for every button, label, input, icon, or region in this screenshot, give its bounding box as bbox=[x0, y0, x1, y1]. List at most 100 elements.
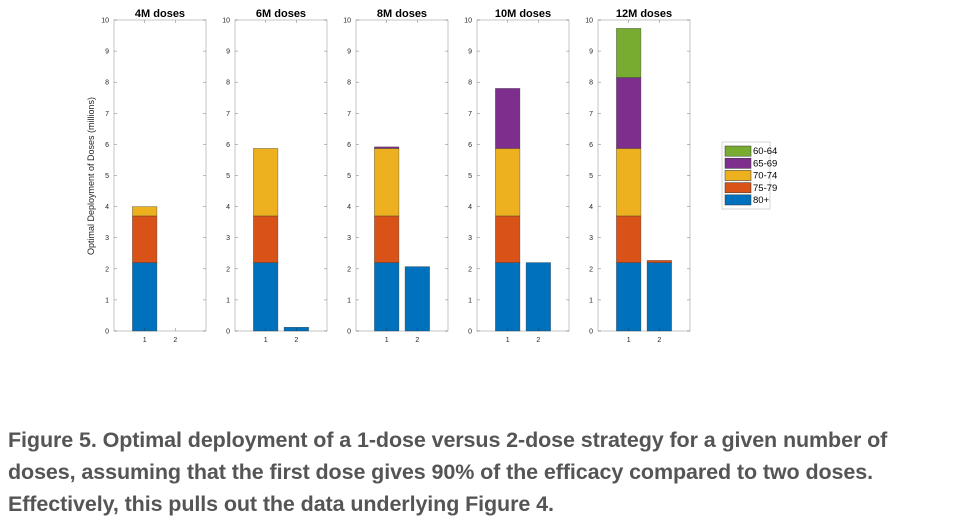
axes-box bbox=[476, 19, 570, 332]
y-tick-label: 1 bbox=[468, 297, 472, 304]
panel-12m-doses: 12M doses 0 1 2 3 4 5 6 7 8 9 10 1 2 bbox=[585, 8, 691, 344]
bar-segment-80plus bbox=[404, 266, 430, 332]
panel-10m-doses: 10M doses 0 1 2 3 4 5 6 7 8 9 10 1 2 bbox=[464, 8, 570, 344]
panel-8m-doses: 8M doses 0 1 2 3 4 5 6 7 8 9 10 1 2 bbox=[343, 8, 449, 344]
bar-segment-80plus bbox=[495, 262, 521, 332]
figure-caption: Figure 5. Optimal deployment of a 1-dose… bbox=[8, 428, 888, 516]
y-tick-label: 0 bbox=[347, 329, 351, 336]
x-tick-label: 2 bbox=[657, 337, 661, 344]
legend-label: 80+ bbox=[753, 195, 770, 206]
y-tick-label: 2 bbox=[589, 266, 593, 273]
y-tick-label: 9 bbox=[226, 49, 230, 56]
y-tick-label: 0 bbox=[105, 329, 109, 336]
y-tick-label: 7 bbox=[347, 111, 351, 118]
legend-swatch bbox=[724, 194, 752, 206]
y-tick-label: 5 bbox=[468, 173, 472, 180]
y-tick-label: 3 bbox=[226, 235, 230, 242]
y-tick-label: 7 bbox=[468, 111, 472, 118]
y-tick-label: 6 bbox=[468, 142, 472, 149]
y-tick-label: 4 bbox=[226, 204, 230, 211]
bar-segment-80plus bbox=[616, 262, 642, 332]
figure-chart: Optimal Deployment of Doses (millions) 4… bbox=[86, 8, 777, 344]
y-tick-label: 0 bbox=[226, 329, 230, 336]
bar-segment-75-79 bbox=[253, 215, 279, 263]
legend-swatch bbox=[724, 182, 752, 194]
y-tick-label: 7 bbox=[589, 111, 593, 118]
x-tick-label: 1 bbox=[143, 337, 147, 344]
bar-segment-75-79 bbox=[374, 215, 400, 263]
panel-title: 8M doses bbox=[377, 8, 427, 20]
axes-box bbox=[597, 19, 691, 332]
y-tick-label: 4 bbox=[105, 204, 109, 211]
y-tick-label: 8 bbox=[105, 80, 109, 87]
bar-segment-70-74 bbox=[616, 148, 642, 217]
legend-label: 70-74 bbox=[753, 171, 777, 182]
y-tick-label: 2 bbox=[226, 266, 230, 273]
x-tick-label: 2 bbox=[415, 337, 419, 344]
y-tick-label: 10 bbox=[222, 18, 230, 25]
y-tick-label: 1 bbox=[226, 297, 230, 304]
y-tick-label: 5 bbox=[347, 173, 351, 180]
y-tick-label: 6 bbox=[347, 142, 351, 149]
y-axis-label: Optimal Deployment of Doses (millions) bbox=[86, 97, 96, 255]
bar-segment-70-74 bbox=[253, 148, 279, 217]
legend-swatch bbox=[724, 170, 752, 181]
y-tick-label: 5 bbox=[226, 173, 230, 180]
legend-swatch bbox=[724, 145, 752, 157]
bar-segment-80plus bbox=[646, 262, 672, 332]
y-tick-label: 8 bbox=[468, 80, 472, 87]
y-tick-label: 5 bbox=[105, 173, 109, 180]
legend-swatch bbox=[724, 157, 752, 169]
bar-segment-65-69 bbox=[495, 88, 521, 149]
legend-label: 75-79 bbox=[753, 183, 777, 194]
y-tick-label: 9 bbox=[468, 49, 472, 56]
axes-box bbox=[355, 19, 449, 332]
bar-segment-80plus bbox=[374, 262, 400, 332]
bar-segment-70-74 bbox=[132, 206, 158, 217]
bar-segment-80plus bbox=[525, 262, 551, 332]
y-tick-label: 3 bbox=[468, 235, 472, 242]
y-tick-label: 2 bbox=[347, 266, 351, 273]
y-tick-label: 6 bbox=[589, 142, 593, 149]
bar-segment-80plus bbox=[132, 262, 158, 332]
bar-segment-70-74 bbox=[374, 148, 400, 217]
axes-box bbox=[113, 19, 207, 332]
y-tick-label: 4 bbox=[347, 204, 351, 211]
panel-title: 12M doses bbox=[616, 8, 672, 20]
y-tick-label: 6 bbox=[105, 142, 109, 149]
bar-segment-75-79 bbox=[495, 215, 521, 263]
y-tick-label: 1 bbox=[347, 297, 351, 304]
bar-segment-70-74 bbox=[495, 148, 521, 217]
bar-segment-75-79 bbox=[132, 215, 158, 263]
axes-box bbox=[234, 19, 328, 332]
bar-segment-65-69 bbox=[616, 77, 642, 149]
y-tick-label: 8 bbox=[347, 80, 351, 87]
y-tick-label: 0 bbox=[468, 329, 472, 336]
y-tick-label: 2 bbox=[105, 266, 109, 273]
y-tick-label: 5 bbox=[589, 173, 593, 180]
y-tick-label: 0 bbox=[589, 329, 593, 336]
x-tick-label: 1 bbox=[385, 337, 389, 344]
panel-4m-doses: 4M doses 0 1 2 3 4 5 6 7 8 9 10 1 2 bbox=[101, 8, 207, 344]
y-tick-label: 6 bbox=[226, 142, 230, 149]
y-tick-label: 10 bbox=[585, 18, 593, 25]
bar-segment-60-64 bbox=[616, 28, 642, 78]
y-tick-label: 9 bbox=[105, 49, 109, 56]
panel-title: 10M doses bbox=[495, 8, 551, 20]
x-tick-label: 2 bbox=[294, 337, 298, 344]
legend-label: 65-69 bbox=[753, 158, 777, 169]
y-tick-label: 7 bbox=[105, 111, 109, 118]
y-tick-label: 10 bbox=[101, 18, 109, 25]
y-tick-label: 9 bbox=[347, 49, 351, 56]
y-tick-label: 3 bbox=[347, 235, 351, 242]
y-tick-label: 8 bbox=[226, 80, 230, 87]
panel-title: 4M doses bbox=[135, 8, 185, 20]
y-tick-label: 10 bbox=[343, 18, 351, 25]
x-tick-label: 1 bbox=[264, 337, 268, 344]
y-tick-label: 9 bbox=[589, 49, 593, 56]
y-tick-label: 8 bbox=[589, 80, 593, 87]
panel-6m-doses: 6M doses 0 1 2 3 4 5 6 7 8 9 10 1 2 bbox=[222, 8, 328, 344]
bar-segment-65-69 bbox=[374, 146, 400, 149]
